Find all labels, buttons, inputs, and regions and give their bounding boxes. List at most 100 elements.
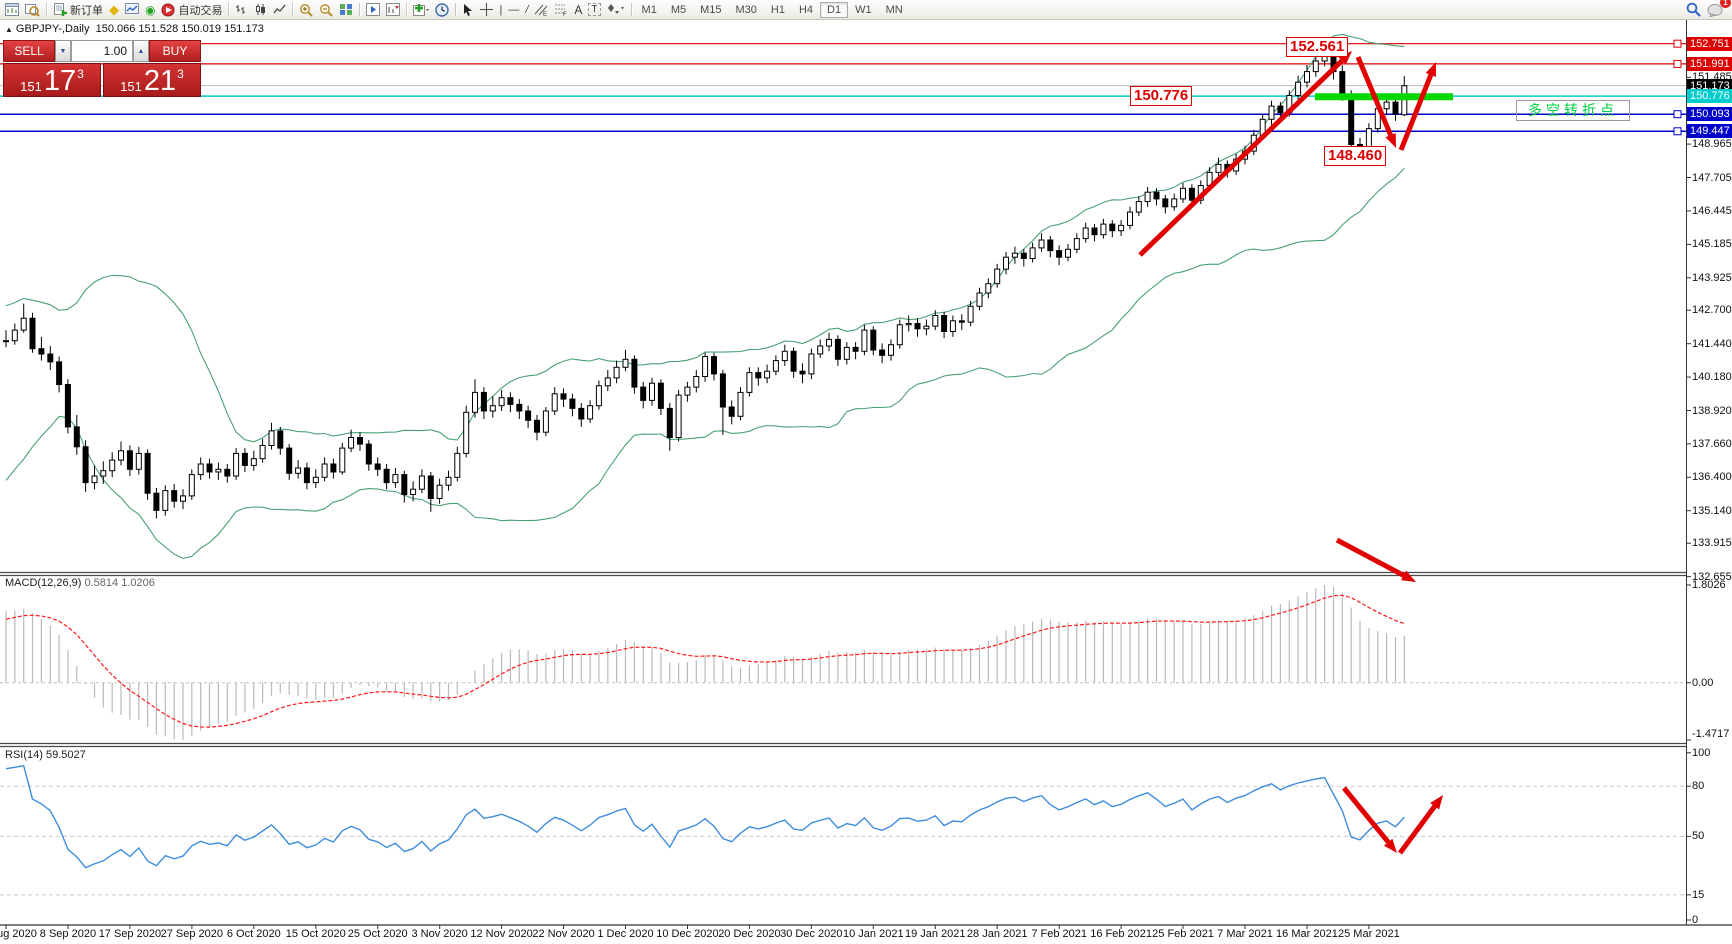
toolbar-separator xyxy=(406,3,408,16)
timeframe-m30[interactable]: M30 xyxy=(735,3,757,16)
notifications-icon[interactable]: 1 xyxy=(1704,0,1731,19)
ask-quote-button[interactable]: 151 21 3 xyxy=(103,63,201,97)
turning-point-note[interactable]: 多空转折点 xyxy=(1516,100,1630,121)
time-axis-label: 7 Feb 2021 xyxy=(1031,928,1087,940)
ohlc-values: 150.066 151.528 150.019 151.173 xyxy=(95,23,264,35)
timeframe-mn[interactable]: MN xyxy=(885,3,903,16)
time-axis-label: 27 Sep 2020 xyxy=(160,928,224,940)
volume-decrease-button[interactable]: ▼ xyxy=(55,40,71,62)
line-handle[interactable] xyxy=(1673,59,1682,68)
time-axis-label: 17 Sep 2020 xyxy=(98,928,162,940)
text-tool-icon[interactable]: A xyxy=(574,2,583,17)
time-axis-label: 20 Dec 2020 xyxy=(718,928,781,940)
add-indicator-icon[interactable] xyxy=(410,1,432,19)
zoom-out-icon[interactable] xyxy=(316,1,336,19)
line-handle[interactable] xyxy=(1673,39,1682,48)
chart-window-icon[interactable] xyxy=(2,1,22,19)
timeframe-m5[interactable]: M5 xyxy=(670,3,687,16)
auto-scroll-icon[interactable] xyxy=(383,1,403,19)
price-tick-label: 146.445 xyxy=(1692,204,1732,217)
market-watch-icon[interactable] xyxy=(122,1,142,19)
search-icon[interactable] xyxy=(1683,1,1704,19)
chart-shift-icon[interactable] xyxy=(363,1,383,19)
bid-prefix: 151 xyxy=(20,79,42,94)
price-tag: 152.751 xyxy=(1687,36,1732,51)
macd-indicator-label: MACD(12,26,9) 0.5814 1.0206 xyxy=(5,577,155,589)
chart-area[interactable]: ▲ GBPJPY-,Daily 150.066 151.528 150.019 1… xyxy=(0,20,1732,944)
arrows-tool-icon[interactable] xyxy=(604,1,628,19)
profiles-icon[interactable] xyxy=(22,1,43,19)
rsi-scale-label: 15 xyxy=(1692,888,1705,901)
autotrading-button[interactable]: 自动交易 xyxy=(158,1,225,19)
price-tag: 150.093 xyxy=(1687,107,1732,122)
price-tick-marks xyxy=(1686,76,1691,578)
svg-text:F: F xyxy=(563,12,567,16)
new-order-button[interactable]: 新订单 xyxy=(50,1,106,19)
collapse-panel-icon[interactable]: ▲ xyxy=(5,25,13,34)
zoom-in-icon[interactable] xyxy=(296,1,316,19)
line-handle[interactable] xyxy=(1673,127,1682,136)
macd-scale-label: 1.8026 xyxy=(1692,579,1726,591)
price-tick-label: 133.915 xyxy=(1692,537,1732,550)
trendline-icon[interactable]: / xyxy=(525,3,529,16)
time-axis-label: 30 Dec 2020 xyxy=(780,928,843,940)
volume-input[interactable]: 1.00 xyxy=(71,40,133,62)
toolbar-separator xyxy=(292,3,294,16)
rsi-scale-label: 0 xyxy=(1692,914,1699,926)
vertical-line-icon[interactable]: | xyxy=(499,3,503,16)
metaeditor-icon[interactable]: ◆ xyxy=(109,1,119,17)
horizontal-line-objects[interactable] xyxy=(0,39,1686,136)
bid-quote-button[interactable]: 151 17 3 xyxy=(3,63,101,97)
time-axis-label: 22 Nov 2020 xyxy=(532,928,595,940)
price-tick-label: 136.400 xyxy=(1692,471,1732,484)
timeframe-d1[interactable]: D1 xyxy=(820,1,849,18)
tile-windows-icon[interactable] xyxy=(336,1,356,19)
sell-button[interactable]: SELL xyxy=(3,40,55,62)
candles xyxy=(3,48,1408,519)
chart-canvas[interactable] xyxy=(0,20,1732,944)
trend-arrows[interactable] xyxy=(1138,51,1443,855)
periods-clock-icon[interactable] xyxy=(432,1,452,19)
bollinger-bands xyxy=(5,33,1405,559)
macd-indicator xyxy=(0,584,1691,741)
fibonacci-icon[interactable]: F xyxy=(551,1,571,19)
bar-chart-icon[interactable] xyxy=(232,1,251,19)
pane-dividers[interactable] xyxy=(0,20,1732,926)
cursor-icon[interactable] xyxy=(459,1,477,19)
rsi-indicator-label: RSI(14) 59.5027 xyxy=(5,749,86,761)
time-axis-label: 3 Nov 2020 xyxy=(411,928,468,940)
timeframe-h1[interactable]: H1 xyxy=(770,3,785,16)
timeframe-m1[interactable]: M1 xyxy=(641,3,657,16)
crosshair-icon[interactable] xyxy=(477,1,496,19)
peak-price-label[interactable]: 152.561 xyxy=(1286,37,1349,57)
timeframe-w1[interactable]: W1 xyxy=(855,3,872,16)
candlestick-chart-icon[interactable] xyxy=(251,1,270,19)
line-handle[interactable] xyxy=(1673,110,1682,119)
volume-increase-button[interactable]: ▲ xyxy=(133,40,149,62)
price-tick-label: 143.925 xyxy=(1692,271,1732,284)
signals-icon[interactable]: ◉ xyxy=(145,2,156,17)
toolbar-separator xyxy=(359,3,361,16)
text-label-tool-icon[interactable]: T xyxy=(585,1,603,19)
symbol-period-label: GBPJPY-,Daily xyxy=(15,23,90,35)
trough-price-label[interactable]: 148.460 xyxy=(1324,146,1387,166)
rsi-indicator xyxy=(0,752,1691,921)
buy-button[interactable]: BUY xyxy=(149,40,201,62)
support-price-label[interactable]: 150.776 xyxy=(1130,86,1193,106)
time-axis-label: 10 Jan 2021 xyxy=(843,928,904,940)
timeframe-m15[interactable]: M15 xyxy=(700,3,722,16)
time-tick-marks xyxy=(5,925,1370,929)
price-tick-label: 132.655 xyxy=(1692,570,1732,583)
time-axis-label: 25 Oct 2020 xyxy=(347,928,408,940)
equidistant-channel-icon[interactable]: E xyxy=(531,1,551,19)
rsi-value: 59.5027 xyxy=(45,749,86,761)
chart-symbol-title: ▲ GBPJPY-,Daily 150.066 151.528 150.019 1… xyxy=(5,23,264,35)
timeframe-bar: M1 M5 M15 M30 H1 H4 D1 W1 MN xyxy=(635,1,910,18)
toolbar-separator xyxy=(630,3,632,16)
horizontal-line-icon[interactable]: — xyxy=(508,3,520,16)
price-tick-label: 142.700 xyxy=(1692,304,1732,317)
price-tick-label: 138.920 xyxy=(1692,404,1732,417)
line-chart-icon[interactable] xyxy=(270,1,289,19)
bid-pip-digit: 3 xyxy=(77,67,84,81)
timeframe-h4[interactable]: H4 xyxy=(798,3,814,16)
